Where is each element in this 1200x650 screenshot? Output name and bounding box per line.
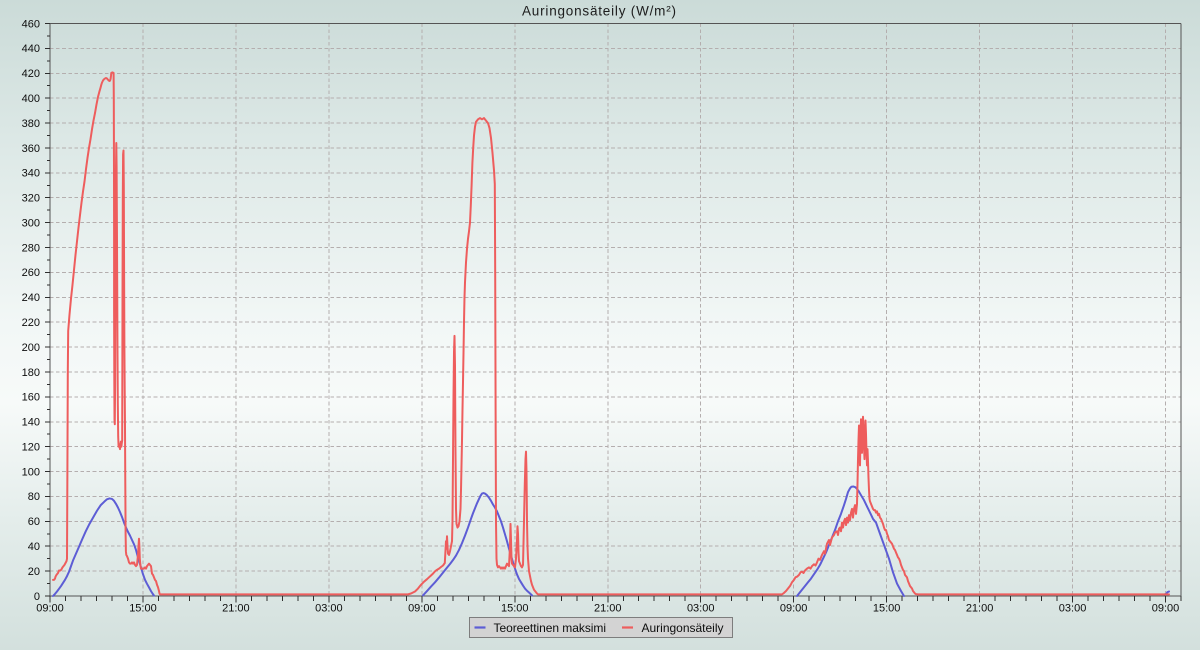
svg-text:15:00: 15:00 <box>129 603 157 615</box>
svg-text:380: 380 <box>22 118 40 130</box>
svg-text:60: 60 <box>28 516 40 528</box>
svg-text:Teoreettinen maksimi: Teoreettinen maksimi <box>494 621 607 635</box>
svg-text:240: 240 <box>22 292 40 304</box>
svg-text:420: 420 <box>22 68 40 80</box>
svg-text:80: 80 <box>28 491 40 503</box>
svg-text:15:00: 15:00 <box>501 603 529 615</box>
svg-text:09:00: 09:00 <box>780 603 808 615</box>
svg-text:440: 440 <box>22 43 40 55</box>
svg-text:Auringonsäteily: Auringonsäteily <box>642 621 724 635</box>
svg-text:400: 400 <box>22 93 40 105</box>
svg-text:180: 180 <box>22 367 40 379</box>
svg-text:220: 220 <box>22 317 40 329</box>
svg-text:200: 200 <box>22 342 40 354</box>
svg-text:120: 120 <box>22 441 40 453</box>
svg-text:21:00: 21:00 <box>594 603 622 615</box>
svg-text:300: 300 <box>22 217 40 229</box>
svg-text:21:00: 21:00 <box>222 603 250 615</box>
svg-text:03:00: 03:00 <box>1059 603 1087 615</box>
svg-text:40: 40 <box>28 541 40 553</box>
svg-text:Auringonsäteily (W/m²): Auringonsäteily (W/m²) <box>522 4 676 19</box>
svg-text:280: 280 <box>22 242 40 254</box>
svg-text:320: 320 <box>22 193 40 205</box>
svg-text:15:00: 15:00 <box>873 603 901 615</box>
svg-text:09:00: 09:00 <box>408 603 436 615</box>
svg-text:460: 460 <box>22 18 40 30</box>
svg-text:09:00: 09:00 <box>36 603 64 615</box>
svg-text:09:00: 09:00 <box>1152 603 1180 615</box>
svg-text:260: 260 <box>22 267 40 279</box>
svg-text:160: 160 <box>22 392 40 404</box>
svg-text:140: 140 <box>22 417 40 429</box>
svg-text:21:00: 21:00 <box>966 603 994 615</box>
svg-text:360: 360 <box>22 143 40 155</box>
svg-text:20: 20 <box>28 566 40 578</box>
svg-text:0: 0 <box>34 591 40 603</box>
svg-text:03:00: 03:00 <box>687 603 715 615</box>
svg-text:100: 100 <box>22 466 40 478</box>
svg-text:03:00: 03:00 <box>315 603 343 615</box>
svg-text:340: 340 <box>22 168 40 180</box>
